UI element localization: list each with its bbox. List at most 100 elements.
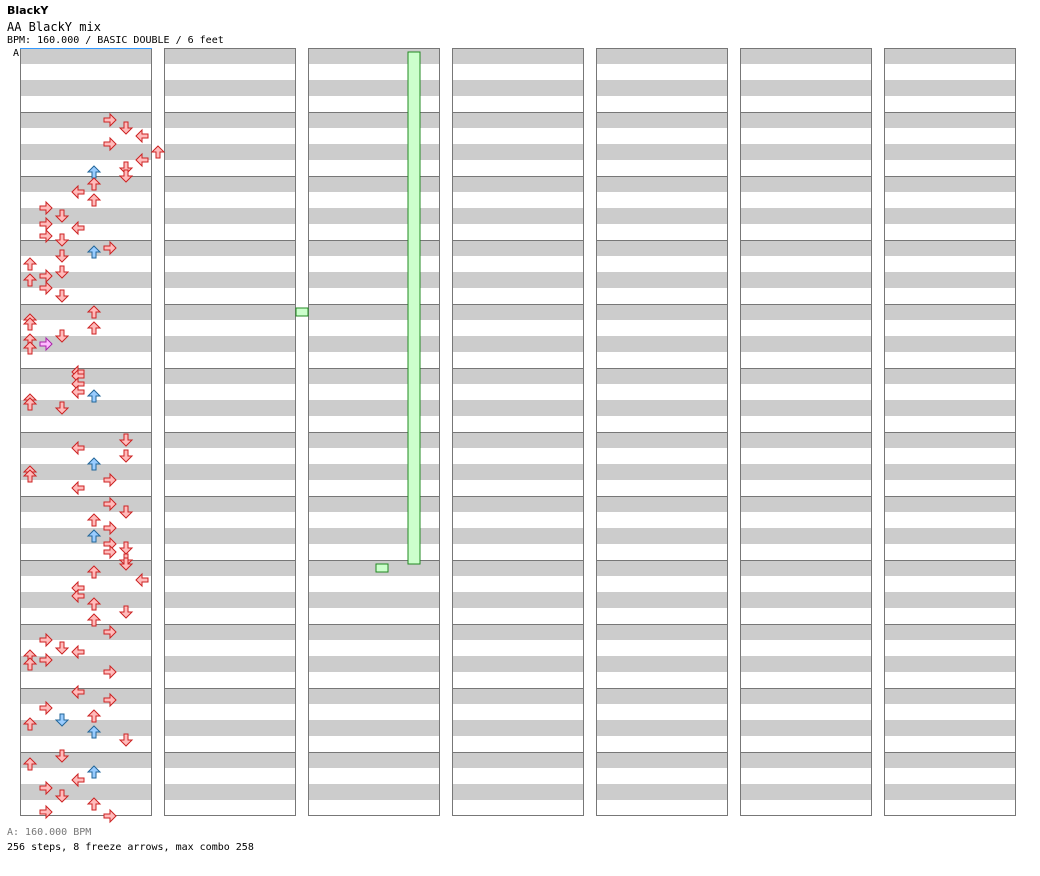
beat-band	[308, 304, 440, 320]
beat-band	[308, 240, 440, 256]
step-arrow	[22, 397, 38, 411]
beat-band	[452, 336, 584, 352]
beat-band	[164, 560, 296, 576]
beat-band	[884, 464, 1016, 480]
beat-band	[20, 208, 152, 224]
beat-band	[164, 304, 296, 320]
step-arrow-blue	[86, 457, 102, 471]
beat-band	[596, 144, 728, 160]
beat-band	[20, 176, 152, 192]
beat-band	[452, 496, 584, 512]
bpm-marker-label: A	[12, 48, 21, 59]
beat-band	[740, 560, 872, 576]
beat-band	[20, 560, 152, 576]
chart-column-border	[164, 48, 296, 816]
beat-band	[20, 432, 152, 448]
beat-band	[164, 752, 296, 768]
step-arrow	[71, 368, 85, 384]
beat-band	[164, 432, 296, 448]
beat-band	[20, 272, 152, 288]
step-arrow-blue	[86, 245, 102, 259]
beat-band	[20, 112, 152, 128]
beat-band	[20, 528, 152, 544]
beat-band	[596, 688, 728, 704]
beat-band	[884, 304, 1016, 320]
beat-band	[596, 528, 728, 544]
step-arrow	[22, 465, 38, 479]
beat-band	[20, 48, 152, 64]
step-arrow	[103, 808, 117, 824]
beat-band	[596, 560, 728, 576]
beat-band	[308, 144, 440, 160]
step-arrow	[86, 797, 102, 811]
beat-band	[20, 592, 152, 608]
beat-band	[740, 720, 872, 736]
step-arrow	[71, 376, 85, 392]
beat-band	[452, 720, 584, 736]
beat-band	[20, 80, 152, 96]
beat-band	[740, 752, 872, 768]
step-arrow	[135, 152, 149, 168]
beat-band	[452, 304, 584, 320]
beat-band	[740, 176, 872, 192]
beat-band	[20, 368, 152, 384]
beat-band	[596, 624, 728, 640]
beat-band	[308, 592, 440, 608]
step-arrow	[86, 305, 102, 319]
step-arrow	[39, 652, 53, 668]
step-arrow-blue	[54, 713, 70, 727]
beat-band	[20, 496, 152, 512]
step-arrow	[71, 384, 85, 400]
step-arrow	[71, 220, 85, 236]
step-arrow	[22, 649, 38, 663]
beat-band	[740, 272, 872, 288]
freeze-arrow	[375, 563, 389, 573]
beat-band	[596, 240, 728, 256]
step-arrow	[39, 216, 53, 232]
beat-band	[884, 720, 1016, 736]
beat-band	[596, 368, 728, 384]
beat-band	[884, 208, 1016, 224]
step-arrow	[118, 161, 134, 175]
beat-band	[884, 176, 1016, 192]
step-arrow	[71, 588, 85, 604]
beat-band	[740, 240, 872, 256]
beat-band	[596, 592, 728, 608]
beat-band	[884, 144, 1016, 160]
beat-band	[164, 144, 296, 160]
beat-band	[884, 560, 1016, 576]
step-arrow	[150, 145, 166, 159]
step-arrow	[86, 513, 102, 527]
artist-name: BlackY	[7, 4, 49, 17]
beat-band	[452, 784, 584, 800]
song-title: AA BlackY mix	[7, 20, 101, 34]
step-arrow	[103, 624, 117, 640]
beat-band	[740, 656, 872, 672]
step-arrow	[22, 333, 38, 347]
beat-band	[596, 720, 728, 736]
beat-band	[884, 272, 1016, 288]
step-arrow	[86, 193, 102, 207]
beat-band	[596, 656, 728, 672]
beat-band	[884, 368, 1016, 384]
beat-band	[884, 752, 1016, 768]
step-arrow-blue	[86, 765, 102, 779]
beat-band	[452, 624, 584, 640]
step-arrow	[103, 520, 117, 536]
beat-band	[452, 656, 584, 672]
freeze-arrow	[407, 51, 421, 565]
beat-band	[452, 176, 584, 192]
step-arrow	[71, 480, 85, 496]
step-arrow	[86, 709, 102, 723]
beat-band	[596, 304, 728, 320]
beat-band	[308, 560, 440, 576]
beat-band	[164, 496, 296, 512]
beat-band	[884, 240, 1016, 256]
beat-band	[740, 688, 872, 704]
step-arrow	[118, 605, 134, 619]
step-arrow	[22, 469, 38, 483]
step-arrow	[22, 341, 38, 355]
beat-band	[308, 752, 440, 768]
beat-band	[308, 112, 440, 128]
